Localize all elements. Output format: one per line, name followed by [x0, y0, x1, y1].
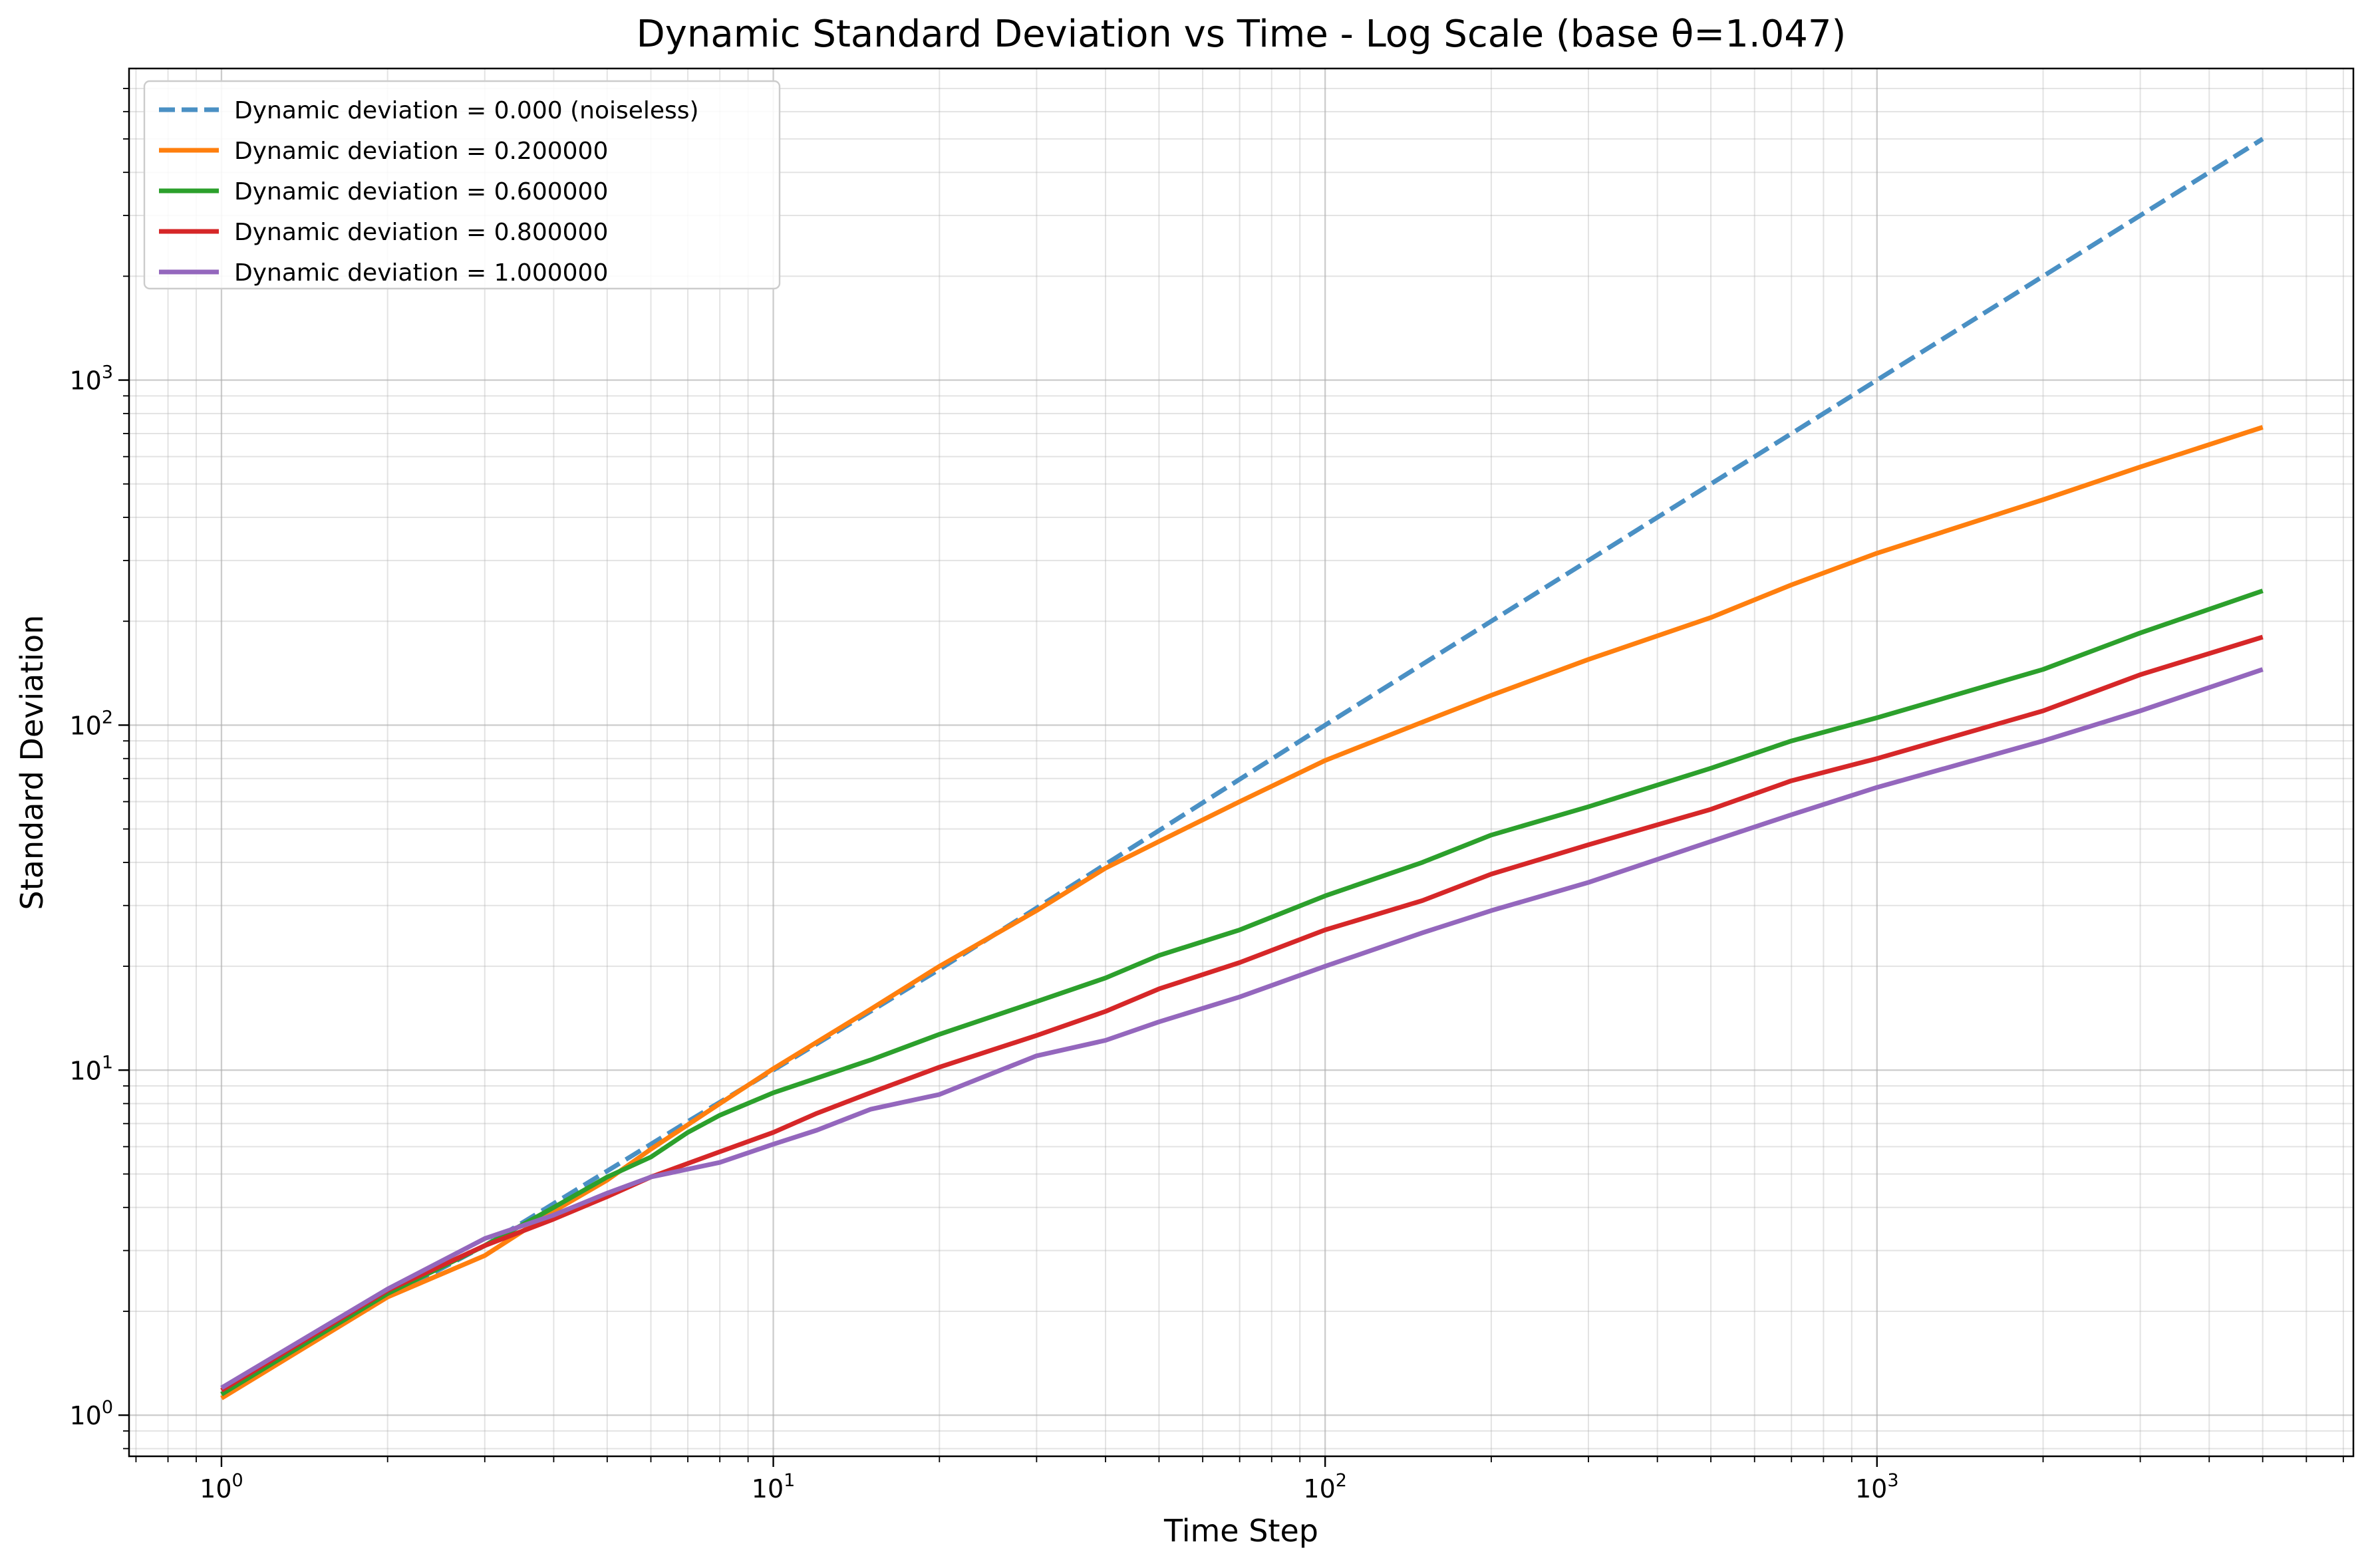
series-line-5 [220, 667, 2264, 1390]
series-lines [220, 136, 2264, 1400]
chart-title: Dynamic Standard Deviation vs Time - Log… [637, 13, 1847, 56]
y-tick-label: 103 [69, 362, 113, 396]
series-line-2 [220, 425, 2264, 1400]
legend-entry-label: Dynamic deviation = 0.200000 [234, 138, 608, 165]
legend-entry-label: Dynamic deviation = 0.800000 [234, 219, 608, 246]
x-tick-label: 101 [752, 1470, 796, 1503]
legend-entry-label: Dynamic deviation = 0.000 (noiseless) [234, 97, 699, 124]
series-line-3 [220, 588, 2264, 1396]
legend: Dynamic deviation = 0.000 (noiseless) Dyn… [143, 80, 781, 290]
x-axis-label: Time Step [1163, 1513, 1318, 1549]
legend-box [143, 80, 781, 290]
y-axis-label: Standard Deviation [14, 615, 50, 910]
y-tick-label: 101 [69, 1052, 113, 1085]
legend-entry-label: Dynamic deviation = 1.000000 [234, 259, 608, 287]
series-line-4 [220, 634, 2264, 1392]
axes-frame [128, 67, 2355, 1458]
axis-ticks: 100 101 102 103 100 101 102 103 [69, 88, 2344, 1503]
legend-entry-label: Dynamic deviation = 0.600000 [234, 178, 608, 205]
y-tick-label: 102 [69, 707, 113, 740]
x-tick-label: 102 [1303, 1470, 1347, 1503]
x-tick-label: 103 [1855, 1470, 1899, 1503]
x-tick-label: 100 [200, 1470, 243, 1503]
y-tick-label: 100 [69, 1397, 113, 1430]
grid [129, 68, 2353, 1456]
